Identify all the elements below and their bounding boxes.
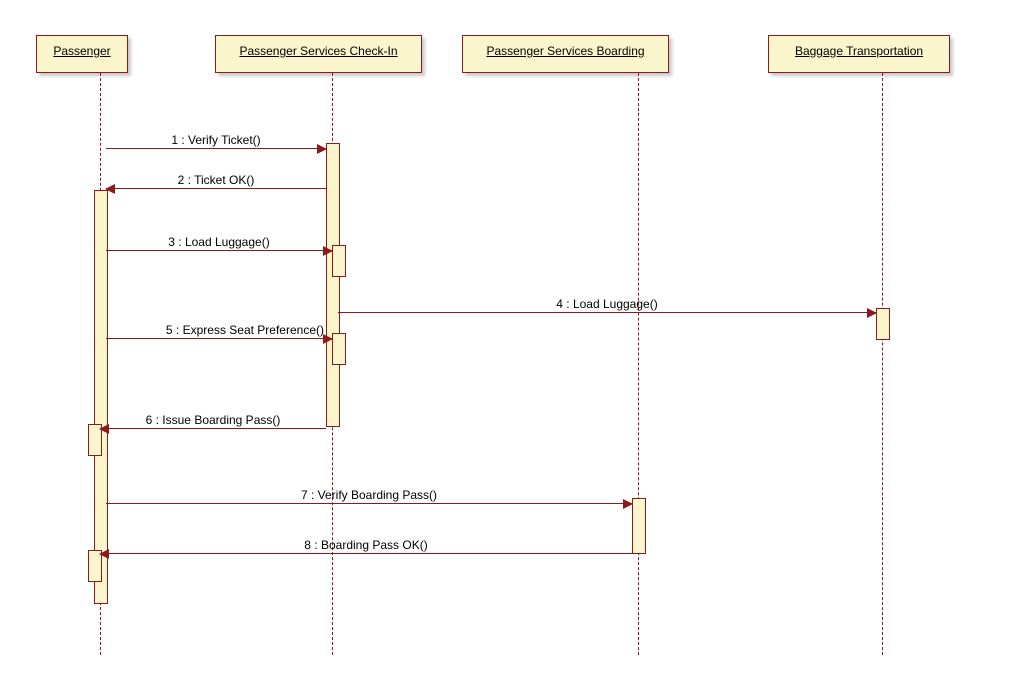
message-label: 1 : Verify Ticket()	[106, 133, 326, 147]
activation-checkin-3	[332, 333, 346, 365]
message-8: 8 : Boarding Pass OK()	[100, 553, 632, 554]
lifeline-boarding	[638, 73, 639, 655]
participant-label: Passenger Services Boarding	[486, 44, 644, 58]
message-label: 5 : Express Seat Preference()	[166, 323, 324, 337]
message-7: 7 : Verify Boarding Pass()	[106, 503, 632, 504]
message-label: 7 : Verify Boarding Pass()	[106, 488, 632, 502]
message-label: 6 : Issue Boarding Pass()	[100, 413, 326, 427]
lifeline-baggage	[882, 73, 883, 655]
activation-checkin-2	[332, 245, 346, 277]
participant-label: Baggage Transportation	[795, 44, 923, 58]
message-label: 8 : Boarding Pass OK()	[100, 538, 632, 552]
message-label: 2 : Ticket OK()	[106, 173, 326, 187]
participant-passenger: Passenger	[36, 35, 128, 73]
message-6: 6 : Issue Boarding Pass()	[100, 428, 326, 429]
message-4: 4 : Load Luggage()	[338, 312, 876, 313]
message-2: 2 : Ticket OK()	[106, 188, 326, 189]
activation-boarding-4	[632, 498, 646, 554]
sequence-diagram: Passenger Passenger Services Check-In Pass…	[0, 0, 1024, 687]
message-1: 1 : Verify Ticket()	[106, 148, 326, 149]
activation-baggage-5	[876, 308, 890, 340]
message-label: 3 : Load Luggage()	[106, 235, 332, 249]
participant-baggage: Baggage Transportation	[768, 35, 950, 73]
message-3: 3 : Load Luggage()	[106, 250, 332, 251]
participant-boarding: Passenger Services Boarding	[462, 35, 669, 73]
message-5: 5 : Express Seat Preference()	[106, 338, 332, 339]
message-label: 4 : Load Luggage()	[338, 297, 876, 311]
participant-checkin: Passenger Services Check-In	[215, 35, 422, 73]
participant-label: Passenger Services Check-In	[239, 44, 397, 58]
arrowhead	[323, 334, 333, 344]
participant-label: Passenger	[53, 44, 110, 58]
activation-checkin-1	[326, 143, 340, 427]
